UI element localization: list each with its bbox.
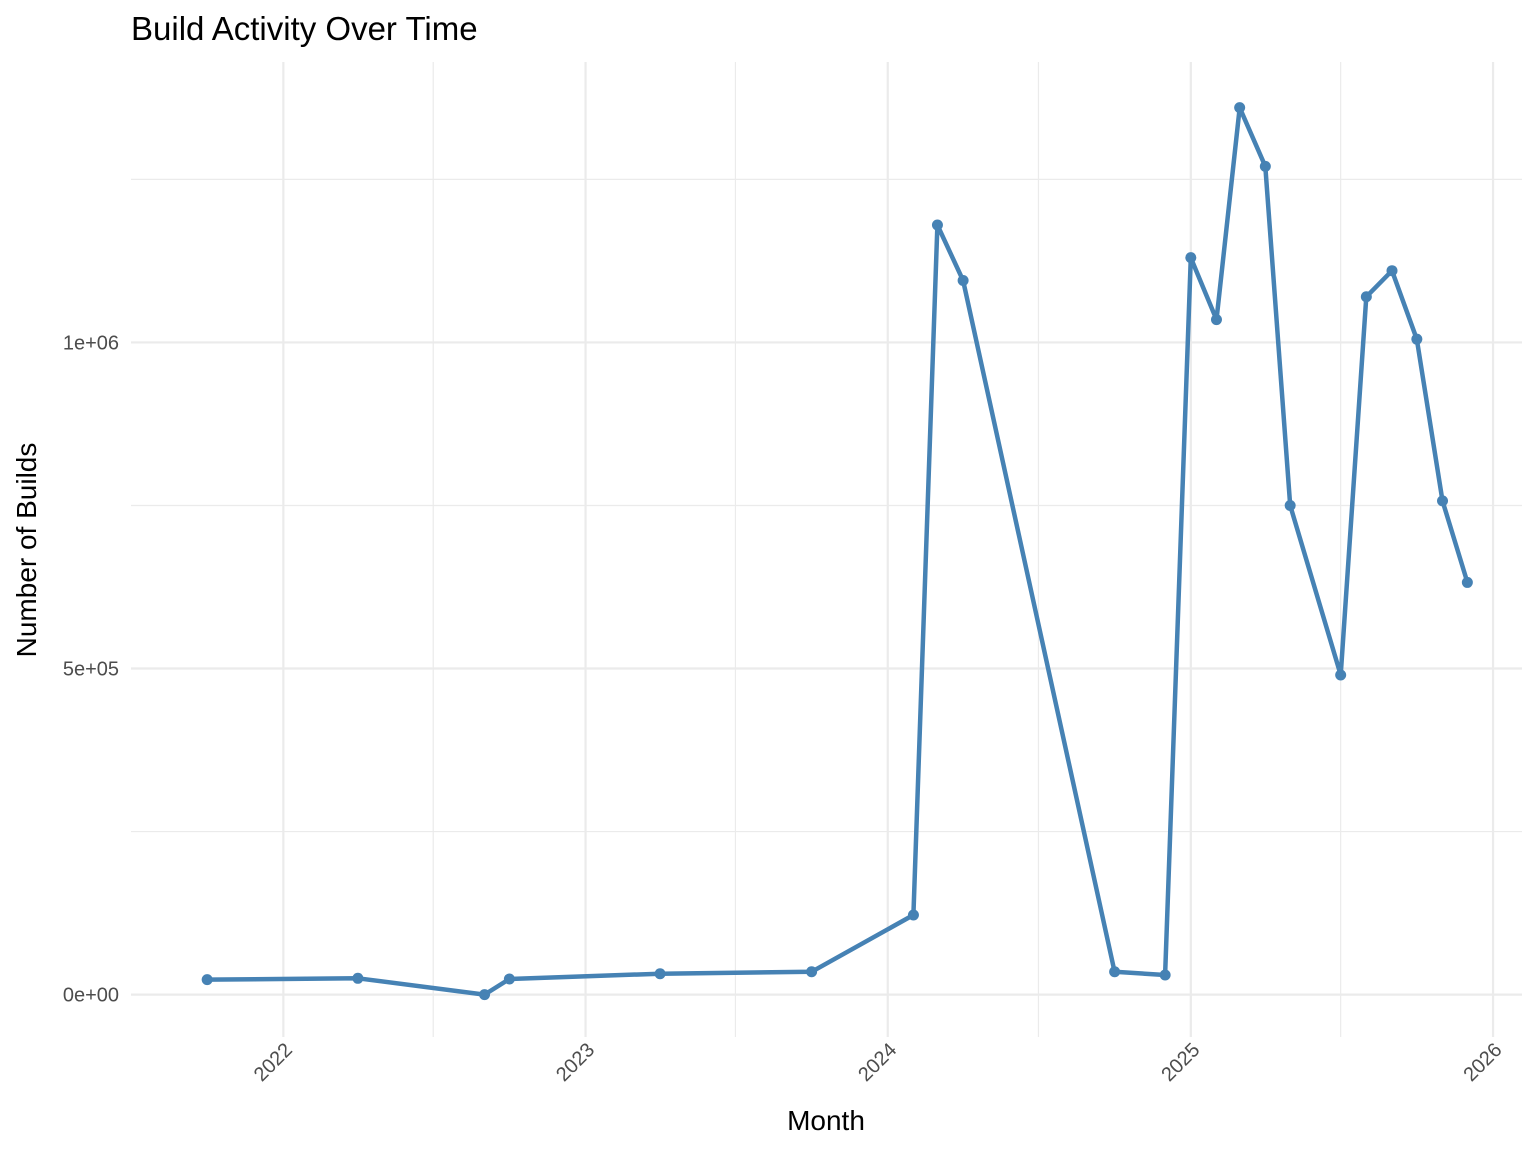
- series-line-path: [204, 105, 1470, 997]
- data-point: [1259, 160, 1271, 172]
- data-point: [1386, 265, 1398, 277]
- y-axis-ticks: 0e+00 5e+05 1e+06: [63, 332, 119, 1006]
- x-tick-label: 2023: [552, 1039, 599, 1086]
- data-point: [1461, 576, 1473, 588]
- data-point: [503, 973, 515, 985]
- series-line: [204, 105, 1470, 997]
- data-point: [1210, 314, 1222, 326]
- data-points: [201, 102, 1473, 1001]
- data-point: [1437, 495, 1449, 507]
- x-tick-label: 2026: [1460, 1039, 1507, 1086]
- data-point: [931, 219, 943, 231]
- x-tick-label: 2022: [250, 1039, 297, 1086]
- data-point: [1360, 291, 1372, 303]
- y-axis-title: Number of Builds: [11, 443, 42, 658]
- data-point: [806, 966, 818, 978]
- data-point: [1234, 102, 1246, 114]
- x-axis-title: Month: [787, 1105, 865, 1136]
- y-tick-label: 0e+00: [63, 985, 119, 1007]
- data-point: [1159, 969, 1171, 981]
- data-point: [201, 974, 213, 986]
- chart-title: Build Activity Over Time: [131, 10, 478, 47]
- data-point: [1335, 669, 1347, 681]
- data-point: [1411, 333, 1423, 345]
- grid: [131, 62, 1522, 1037]
- data-point: [479, 989, 491, 1001]
- data-point: [654, 968, 666, 980]
- data-point: [1284, 499, 1296, 511]
- x-tick-label: 2025: [1157, 1039, 1204, 1086]
- data-point: [907, 909, 919, 921]
- data-point: [352, 972, 364, 984]
- y-tick-label: 1e+06: [63, 332, 119, 354]
- x-axis-ticks: 2022 2023 2024 2025 2026: [250, 1039, 1507, 1086]
- x-tick-label: 2024: [854, 1039, 901, 1086]
- data-point: [957, 274, 969, 286]
- data-point: [1109, 966, 1121, 978]
- data-point: [1185, 252, 1197, 264]
- y-tick-label: 5e+05: [63, 659, 119, 681]
